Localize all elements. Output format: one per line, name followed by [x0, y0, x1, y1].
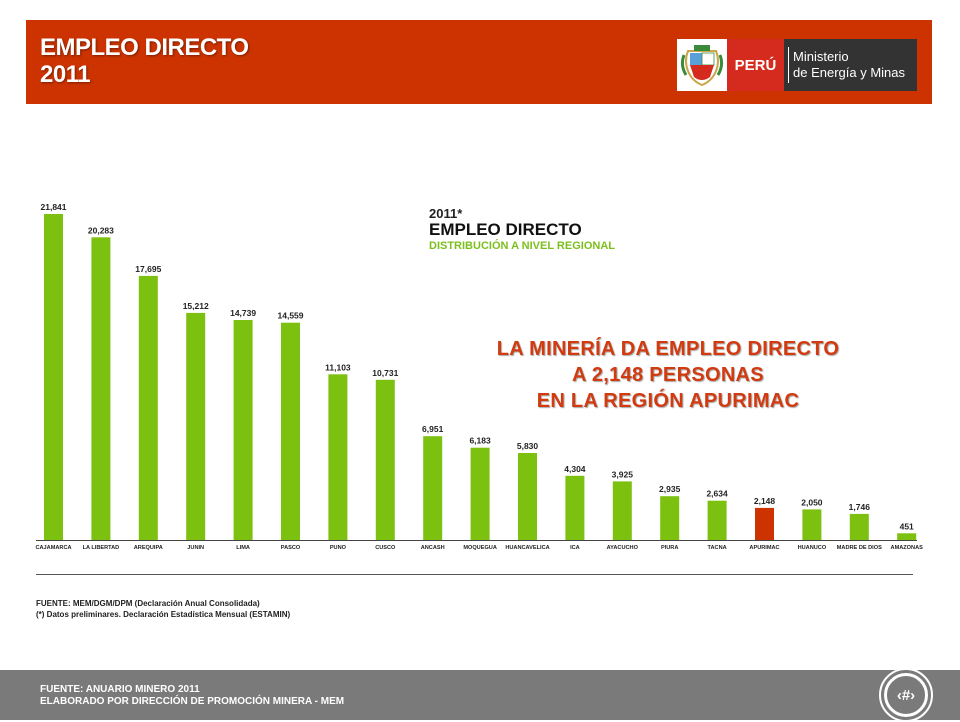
footer-line-1: FUENTE: ANUARIO MINERO 2011: [40, 684, 200, 695]
category-label: ANCASH: [421, 545, 445, 551]
category-label: JUNIN: [187, 545, 204, 551]
highlight-callout: LA MINERÍA DA EMPLEO DIRECTO A 2,148 PER…: [420, 336, 916, 414]
value-label: 14,739: [230, 308, 256, 318]
callout-line-1: LA MINERÍA DA EMPLEO DIRECTO: [496, 338, 840, 360]
value-label: 11,103: [325, 362, 351, 372]
category-label: APURIMAC: [749, 545, 779, 551]
category-label: ICA: [570, 545, 580, 551]
bar-junin: [186, 312, 206, 540]
footer-bar: FUENTE: ANUARIO MINERO 2011 ELABORADO PO…: [0, 668, 960, 722]
bar-cusco: [375, 379, 395, 540]
legend-title: EMPLEO DIRECTO: [429, 220, 582, 239]
category-label: AMAZONAS: [891, 545, 924, 551]
page-number: ‹#›: [884, 673, 928, 717]
bar-moquegua: [470, 447, 490, 540]
legend-year: 2011*: [429, 206, 463, 221]
source-line-2: (*) Datos preliminares. Declaración Esta…: [36, 610, 291, 619]
bar-madre-de-dios: [849, 513, 869, 540]
value-label: 2,634: [706, 489, 728, 499]
logo-ministry: Ministerio de Energía y Minas: [784, 39, 917, 91]
logo-ministry-line-2: de Energía y Minas: [793, 65, 906, 80]
value-label: 10,731: [372, 368, 398, 378]
bar-huancavelica: [518, 453, 537, 540]
bar-arequipa: [138, 275, 158, 540]
value-label: 14,559: [278, 311, 304, 321]
value-label: 21,841: [41, 202, 67, 212]
value-label: 2,148: [754, 496, 776, 506]
value-label: 451: [900, 521, 914, 531]
page-title: EMPLEO DIRECTO 2011: [40, 34, 249, 88]
bar-apurimac: [755, 507, 774, 540]
chart-legend: 2011* EMPLEO DIRECTO DISTRIBUCIÓN A NIVE…: [429, 207, 615, 253]
category-label: AYACUCHO: [607, 545, 639, 551]
bar-puno: [328, 374, 348, 540]
source-line-1: FUENTE: MEM/DGM/DPM (Declaración Anual C…: [36, 599, 260, 608]
footer-text: FUENTE: ANUARIO MINERO 2011 ELABORADO PO…: [40, 684, 344, 708]
value-label: 20,283: [88, 225, 114, 235]
bar-ancash: [423, 436, 443, 540]
bar-ayacucho: [612, 481, 632, 540]
bar-pasco: [281, 322, 300, 540]
source-divider: [36, 574, 913, 575]
title-line-2: 2011: [40, 61, 91, 88]
category-label: LA LIBERTAD: [83, 545, 120, 551]
coat-of-arms-icon: [680, 45, 724, 87]
value-label: 4,304: [564, 464, 586, 474]
logo-ministry-line-1: Ministerio: [793, 49, 849, 64]
value-label: 1,746: [849, 502, 871, 512]
category-label: HUANUCO: [798, 545, 827, 551]
value-label: 2,935: [659, 484, 681, 494]
callout-line-2: A 2,148 PERSONAS: [572, 364, 764, 386]
bar-lima: [233, 320, 253, 540]
category-label: TACNA: [708, 545, 727, 551]
category-label: PUNO: [330, 545, 347, 551]
category-label: PIURA: [661, 545, 678, 551]
header-bar: EMPLEO DIRECTO 2011 PERÚ Ministerio de E…: [26, 20, 932, 104]
logo-country: PERÚ: [727, 39, 784, 91]
value-label: 6,183: [469, 436, 491, 446]
value-label: 3,925: [612, 469, 634, 479]
title-line-1: EMPLEO DIRECTO: [40, 34, 249, 61]
category-label: MADRE DE DIOS: [837, 545, 882, 551]
bar-la-libertad: [91, 237, 111, 541]
bar-amazonas: [897, 533, 917, 540]
category-label: PASCO: [281, 545, 301, 551]
chart-source: FUENTE: MEM/DGM/DPM (Declaración Anual C…: [36, 598, 290, 620]
category-label: AREQUIPA: [134, 545, 163, 551]
value-label: 2,050: [801, 497, 823, 507]
legend-subtitle: DISTRIBUCIÓN A NIVEL REGIONAL: [429, 240, 615, 252]
footer-line-2: ELABORADO POR DIRECCIÓN DE PROMOCIÓN MIN…: [40, 696, 345, 707]
value-label: 15,212: [183, 301, 209, 311]
bar-tacna: [707, 500, 727, 540]
bar-cajamarca: [44, 214, 63, 540]
value-label: 17,695: [135, 264, 161, 274]
bar-ica: [565, 475, 585, 540]
category-label: LIMA: [236, 545, 250, 551]
value-label: 6,951: [422, 424, 444, 434]
value-label: 5,830: [517, 441, 539, 451]
bar-piura: [660, 496, 680, 540]
bar-huanuco: [802, 509, 822, 540]
callout-line-3: EN LA REGIÓN APURIMAC: [536, 390, 800, 412]
category-label: HUANCAVELICA: [505, 545, 549, 551]
category-label: CUSCO: [375, 545, 396, 551]
ministry-logo: PERÚ Ministerio de Energía y Minas: [677, 39, 917, 91]
category-label: MOQUEGUA: [463, 545, 497, 551]
category-label: CAJAMARCA: [35, 545, 71, 551]
